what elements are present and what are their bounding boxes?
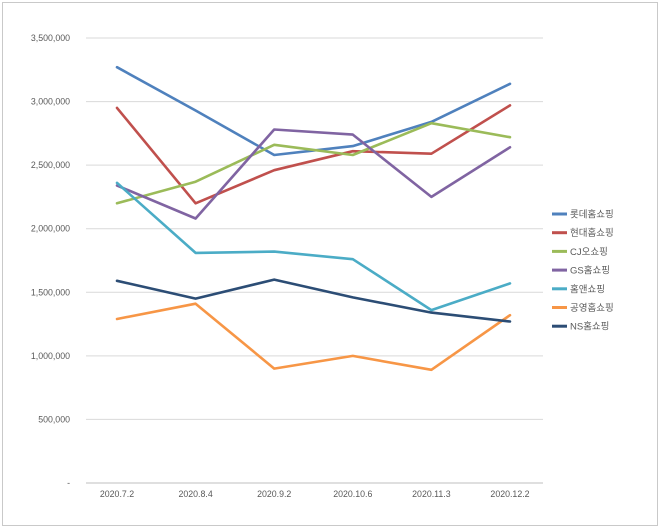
x-tick-label: 2020.12.2 (490, 489, 529, 499)
legend-label-gongyoung-home-shopping: 공영홈쇼핑 (570, 302, 614, 314)
x-tick-label: 2020.7.2 (100, 489, 134, 499)
y-tick-label: 500,000 (38, 414, 70, 424)
y-tick-label: 3,000,000 (31, 97, 70, 107)
line-chart-canvas: 3,500,000 3,000,000 2,500,000 2,000,000 1,50… (31, 33, 614, 499)
series-line-gongyoung-home-shopping (115, 302, 512, 372)
series-line-ns-home-shopping (115, 278, 512, 323)
x-tick-label: 2020.9.2 (257, 489, 291, 499)
x-tick-label: 2020.11.3 (412, 489, 451, 499)
series-line-hyundai-home-shopping (115, 104, 512, 205)
y-tick-label: - (67, 478, 70, 488)
x-tick-label: 2020.8.4 (178, 489, 212, 499)
series-line-home-and-shopping (115, 181, 512, 312)
legend-label-cj-o-shopping: CJ오쇼핑 (570, 247, 608, 258)
legend-label-home-and-shopping: 홈앤쇼핑 (570, 283, 605, 295)
x-tick-label: 2020.10.6 (333, 489, 372, 499)
series-line-gs-home-shopping (115, 128, 512, 220)
legend-label-gs-home-shopping: GS홈쇼핑 (570, 265, 610, 277)
legend-label-lotte-home-shopping: 롯데홈쇼핑 (570, 209, 614, 221)
legend-label-ns-home-shopping: NS홈쇼핑 (570, 321, 609, 333)
y-tick-label: 2,000,000 (31, 224, 70, 234)
y-tick-label: 1,000,000 (31, 351, 70, 361)
y-tick-label: 1,500,000 (31, 287, 70, 297)
legend-label-hyundai-home-shopping: 현대홈쇼핑 (570, 227, 614, 239)
y-tick-label: 3,500,000 (31, 33, 70, 43)
y-tick-label: 2,500,000 (31, 160, 70, 170)
series-line-cj-o-shopping (115, 121, 512, 205)
